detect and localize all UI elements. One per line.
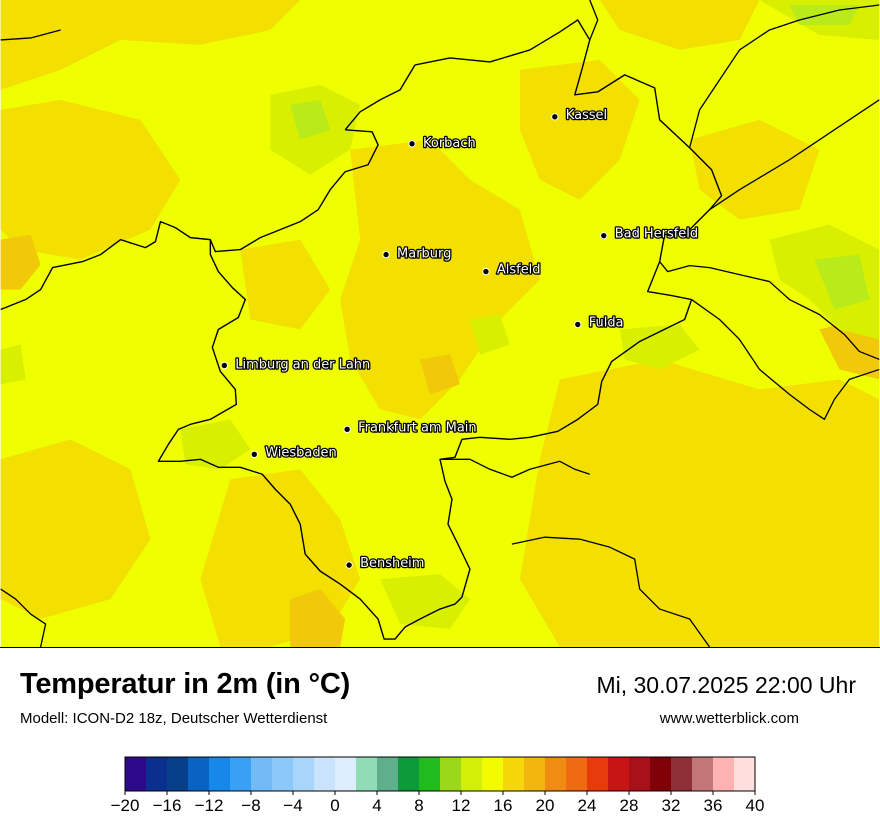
city-dot-icon xyxy=(345,561,353,569)
legend-swatch xyxy=(671,757,693,791)
city-label: Marburg xyxy=(397,247,451,262)
legend-swatch xyxy=(314,757,336,791)
city-bensheim[interactable]: Bensheim xyxy=(345,555,426,572)
city-dot-icon xyxy=(250,450,258,458)
legend-swatch xyxy=(125,757,147,791)
legend-swatch xyxy=(587,757,609,791)
legend-tick-label: 24 xyxy=(578,796,597,815)
legend-swatch xyxy=(524,757,546,791)
legend-swatch xyxy=(272,757,294,791)
legend-swatch xyxy=(251,757,273,791)
city-label: Bensheim xyxy=(360,556,424,571)
other-borders xyxy=(0,0,880,647)
city-label: Bad Hersfeld xyxy=(615,227,698,242)
legend-swatch xyxy=(608,757,630,791)
legend-tick-label: −12 xyxy=(195,796,224,815)
warm-regions xyxy=(0,0,880,647)
legend-tick-label: 8 xyxy=(414,796,423,815)
legend-swatch xyxy=(482,757,504,791)
legend-tick-label: −16 xyxy=(153,796,182,815)
city-label: Frankfurt am Main xyxy=(358,420,477,435)
city-bad-hersfeld[interactable]: Bad Hersfeld xyxy=(600,225,699,243)
state-border xyxy=(0,19,723,640)
legend-swatch xyxy=(209,757,231,791)
legend-swatches xyxy=(125,757,756,791)
city-frankfurt[interactable]: Frankfurt am Main xyxy=(343,419,478,437)
legend-swatch xyxy=(503,757,525,791)
legend-swatch xyxy=(461,757,483,791)
legend-swatch xyxy=(650,757,672,791)
city-dot-icon xyxy=(408,140,416,148)
city-wiesbaden[interactable]: Wiesbaden xyxy=(250,444,338,462)
legend-swatch xyxy=(419,757,441,791)
city-dot-icon xyxy=(600,231,608,240)
city-alsfeld[interactable]: Alsfeld xyxy=(482,261,542,279)
city-limburg[interactable]: Limburg an der Lahn xyxy=(220,356,372,374)
legend-tick-label: 36 xyxy=(704,796,723,815)
legend-tick-label: 0 xyxy=(330,796,339,815)
legend-swatch xyxy=(356,757,378,791)
legend-tick-label: 28 xyxy=(620,796,639,815)
legend-swatch xyxy=(398,757,420,791)
city-dot-icon xyxy=(220,361,229,370)
color-legend: −20 −16 −12 −8 −4 0 4 8 12 16 20 24 28 32 36 40 xyxy=(111,756,765,815)
model-subtitle: Modell: ICON-D2 18z, Deutscher Wetterdie… xyxy=(20,710,328,727)
legend-ticks: −20 −16 −12 −8 −4 0 4 8 12 16 20 24 28 32 36 40 xyxy=(111,791,765,815)
legend-swatch xyxy=(230,757,252,791)
city-label: Wiesbaden xyxy=(265,445,337,460)
city-fulda[interactable]: Fulda xyxy=(574,314,625,332)
legend-swatch xyxy=(734,757,756,791)
city-label: Korbach xyxy=(423,136,476,151)
city-label: Limburg an der Lahn xyxy=(235,357,370,372)
city-dot-icon xyxy=(482,267,490,276)
legend-swatch xyxy=(293,757,315,791)
legend-tick-label: −8 xyxy=(241,796,260,815)
legend-swatch xyxy=(566,757,588,791)
legend-swatch xyxy=(167,757,189,791)
temperature-map: Kassel Korbach Bad Hersfeld Marburg Alsf… xyxy=(0,0,880,648)
legend-swatch xyxy=(335,757,357,791)
map-title: Temperatur in 2m (in °C) xyxy=(20,668,351,700)
legend-tick-label: −4 xyxy=(283,796,302,815)
legend-swatch xyxy=(713,757,735,791)
city-dot-icon xyxy=(551,113,559,121)
legend-tick-label: 40 xyxy=(746,796,765,815)
legend-tick-label: 32 xyxy=(662,796,681,815)
city-marburg[interactable]: Marburg xyxy=(382,245,453,263)
city-markers: Kassel Korbach Bad Hersfeld Marburg Alsf… xyxy=(220,107,699,572)
forecast-datetime: Mi, 30.07.2025 22:00 Uhr xyxy=(596,672,856,698)
legend-swatch xyxy=(692,757,714,791)
legend-swatch xyxy=(188,757,210,791)
legend-tick-label: 20 xyxy=(536,796,555,815)
city-kassel[interactable]: Kassel xyxy=(551,107,608,124)
city-korbach[interactable]: Korbach xyxy=(408,134,477,152)
city-dot-icon xyxy=(343,425,351,434)
legend-frame xyxy=(124,756,756,792)
legend-swatch xyxy=(440,757,462,791)
legend-swatch xyxy=(146,757,168,791)
legend-swatch xyxy=(377,757,399,791)
legend-tick-label: 4 xyxy=(372,796,381,815)
legend-tick-label: −20 xyxy=(111,796,140,815)
legend-tick-label: 16 xyxy=(494,796,513,815)
legend-swatch xyxy=(545,757,567,791)
hot-regions xyxy=(0,234,880,647)
legend-tick-label: 12 xyxy=(452,796,471,815)
city-label: Fulda xyxy=(589,315,624,330)
city-dot-icon xyxy=(574,320,582,329)
legend-swatch xyxy=(629,757,651,791)
city-label: Kassel xyxy=(566,108,607,123)
city-label: Alsfeld xyxy=(497,263,541,278)
city-dot-icon xyxy=(382,250,390,259)
website-link[interactable]: www.wetterblick.com xyxy=(659,710,799,727)
